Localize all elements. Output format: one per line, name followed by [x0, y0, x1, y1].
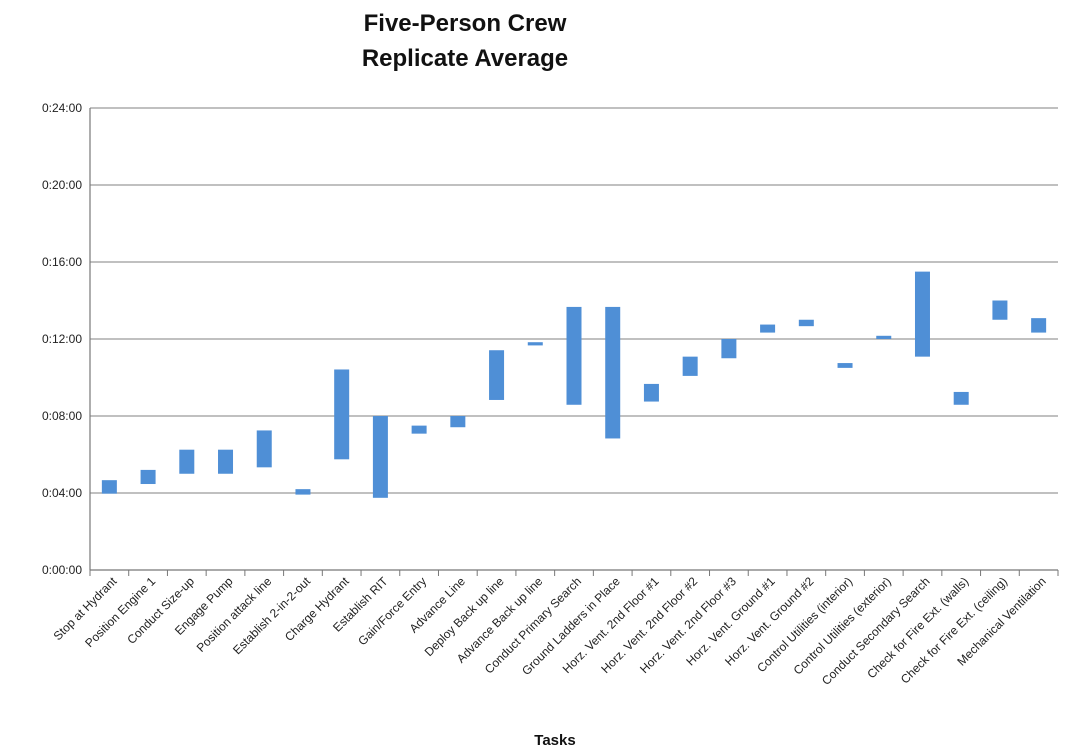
y-tick-label: 0:08:00 [42, 409, 82, 423]
bar [372, 416, 388, 498]
bar [760, 324, 776, 333]
bar [914, 271, 930, 357]
y-tick-label: 0:04:00 [42, 486, 82, 500]
bar [643, 383, 659, 402]
bar [489, 350, 505, 400]
bar [334, 369, 350, 460]
x-tick-label: Position Engine 1 [82, 574, 158, 650]
x-tick-label: Conduct Size-up [124, 574, 197, 647]
x-axis-label: Tasks [534, 732, 576, 749]
y-tick-label: 0:24:00 [42, 101, 82, 115]
bar [605, 306, 621, 439]
chart-title: Five-Person Crew [363, 10, 567, 37]
bar [721, 339, 737, 359]
bar [411, 425, 427, 434]
bar [876, 335, 892, 339]
y-tick-label: 0:12:00 [42, 332, 82, 346]
bar [295, 489, 311, 495]
bar [218, 449, 234, 474]
bar [256, 430, 272, 468]
y-tick-label: 0:00:00 [42, 563, 82, 577]
bar [450, 416, 466, 428]
y-tick-label: 0:20:00 [42, 178, 82, 192]
bar [798, 319, 814, 327]
x-tick-label: Gain/Force Entry [355, 574, 429, 648]
bar [527, 342, 543, 346]
bar [682, 356, 698, 376]
bar [140, 469, 156, 485]
bar [1031, 318, 1047, 333]
bar [992, 300, 1008, 320]
bar [837, 363, 853, 368]
bar [101, 480, 117, 494]
chart-subtitle: Replicate Average [361, 45, 569, 72]
bar [566, 306, 582, 405]
bar [179, 449, 195, 474]
bar [953, 391, 969, 405]
y-tick-label: 0:16:00 [42, 255, 82, 269]
